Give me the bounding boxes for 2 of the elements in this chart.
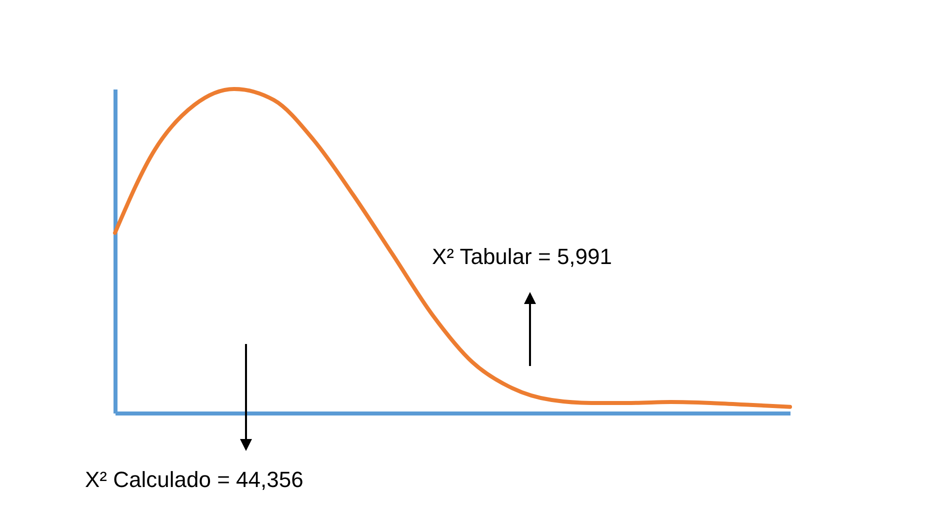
text: X² Calculado = 44,356: [85, 467, 304, 492]
annotation: X² Tabular = 5,991: [432, 244, 612, 269]
